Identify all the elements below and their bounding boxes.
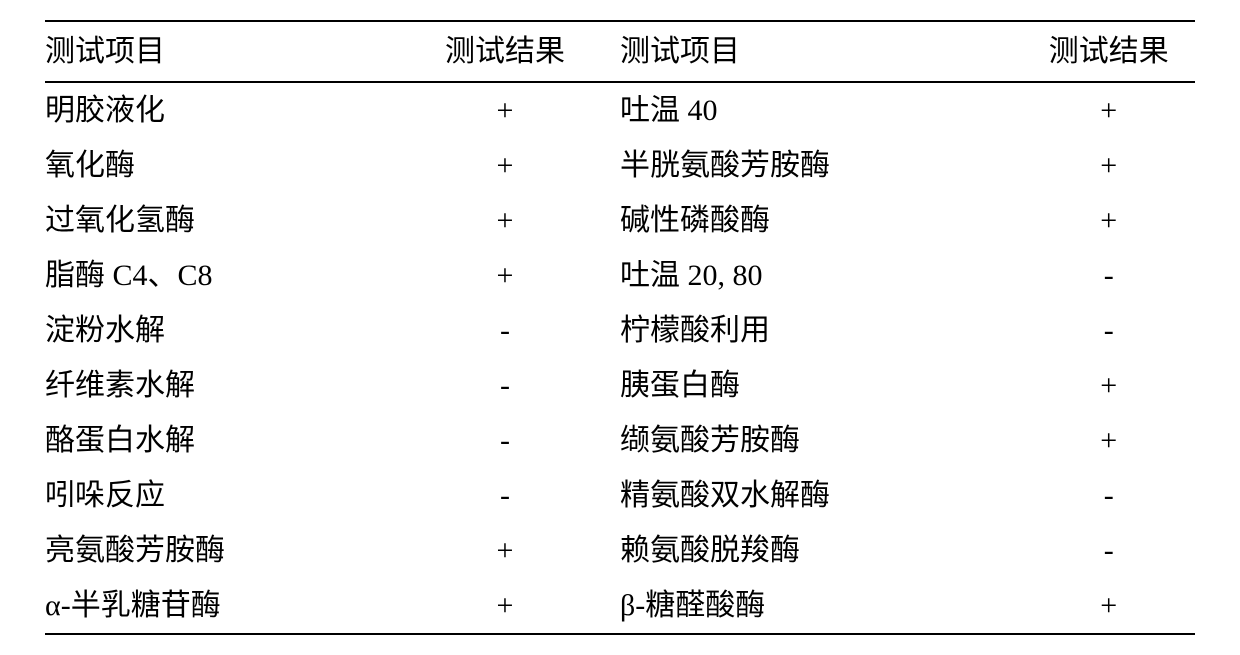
cell-result-right: + <box>1023 82 1196 138</box>
cell-item-right: 吐温 40 <box>620 82 1023 138</box>
cell-result-left: - <box>390 358 620 413</box>
cell-item-left: 纤维素水解 <box>45 358 390 413</box>
cell-item-right: 柠檬酸利用 <box>620 303 1023 358</box>
cell-item-left: 脂酶 C4、C8 <box>45 248 390 303</box>
results-table: 测试项目 测试结果 测试项目 测试结果 明胶液化 + 吐温 40 + 氧化酶 +… <box>45 20 1195 635</box>
cell-item-right: β-糖醛酸酶 <box>620 578 1023 634</box>
cell-result-right: - <box>1023 248 1196 303</box>
cell-result-right: + <box>1023 413 1196 468</box>
cell-item-left: 吲哚反应 <box>45 468 390 523</box>
header-result-right: 测试结果 <box>1023 21 1196 82</box>
cell-item-left: 酪蛋白水解 <box>45 413 390 468</box>
cell-result-left: + <box>390 82 620 138</box>
cell-item-right: 吐温 20, 80 <box>620 248 1023 303</box>
cell-result-left: - <box>390 413 620 468</box>
cell-result-left: + <box>390 248 620 303</box>
header-row: 测试项目 测试结果 测试项目 测试结果 <box>45 21 1195 82</box>
table-row: 亮氨酸芳胺酶 + 赖氨酸脱羧酶 - <box>45 523 1195 578</box>
table-row: 脂酶 C4、C8 + 吐温 20, 80 - <box>45 248 1195 303</box>
cell-result-right: + <box>1023 193 1196 248</box>
table-row: 明胶液化 + 吐温 40 + <box>45 82 1195 138</box>
header-item-right: 测试项目 <box>620 21 1023 82</box>
cell-item-right: 胰蛋白酶 <box>620 358 1023 413</box>
cell-result-right: - <box>1023 303 1196 358</box>
table-row: 酪蛋白水解 - 缬氨酸芳胺酶 + <box>45 413 1195 468</box>
cell-item-right: 半胱氨酸芳胺酶 <box>620 138 1023 193</box>
cell-item-left: 明胶液化 <box>45 82 390 138</box>
cell-item-left: 淀粉水解 <box>45 303 390 358</box>
cell-result-right: + <box>1023 138 1196 193</box>
cell-result-right: - <box>1023 468 1196 523</box>
cell-result-left: + <box>390 578 620 634</box>
table-row: 纤维素水解 - 胰蛋白酶 + <box>45 358 1195 413</box>
cell-item-right: 碱性磷酸酶 <box>620 193 1023 248</box>
table-row: 过氧化氢酶 + 碱性磷酸酶 + <box>45 193 1195 248</box>
table-row: 吲哚反应 - 精氨酸双水解酶 - <box>45 468 1195 523</box>
cell-item-left: 氧化酶 <box>45 138 390 193</box>
cell-result-left: - <box>390 468 620 523</box>
cell-item-left: 过氧化氢酶 <box>45 193 390 248</box>
cell-result-left: + <box>390 523 620 578</box>
header-item-left: 测试项目 <box>45 21 390 82</box>
cell-result-left: + <box>390 138 620 193</box>
cell-item-right: 缬氨酸芳胺酶 <box>620 413 1023 468</box>
cell-result-right: + <box>1023 578 1196 634</box>
cell-item-right: 精氨酸双水解酶 <box>620 468 1023 523</box>
cell-item-right: 赖氨酸脱羧酶 <box>620 523 1023 578</box>
table-container: 测试项目 测试结果 测试项目 测试结果 明胶液化 + 吐温 40 + 氧化酶 +… <box>0 0 1240 655</box>
cell-result-left: + <box>390 193 620 248</box>
cell-result-right: - <box>1023 523 1196 578</box>
cell-item-left: 亮氨酸芳胺酶 <box>45 523 390 578</box>
cell-result-left: - <box>390 303 620 358</box>
header-result-left: 测试结果 <box>390 21 620 82</box>
cell-item-left: α-半乳糖苷酶 <box>45 578 390 634</box>
table-row: 淀粉水解 - 柠檬酸利用 - <box>45 303 1195 358</box>
table-body: 明胶液化 + 吐温 40 + 氧化酶 + 半胱氨酸芳胺酶 + 过氧化氢酶 + 碱… <box>45 82 1195 634</box>
cell-result-right: + <box>1023 358 1196 413</box>
table-row: α-半乳糖苷酶 + β-糖醛酸酶 + <box>45 578 1195 634</box>
table-row: 氧化酶 + 半胱氨酸芳胺酶 + <box>45 138 1195 193</box>
